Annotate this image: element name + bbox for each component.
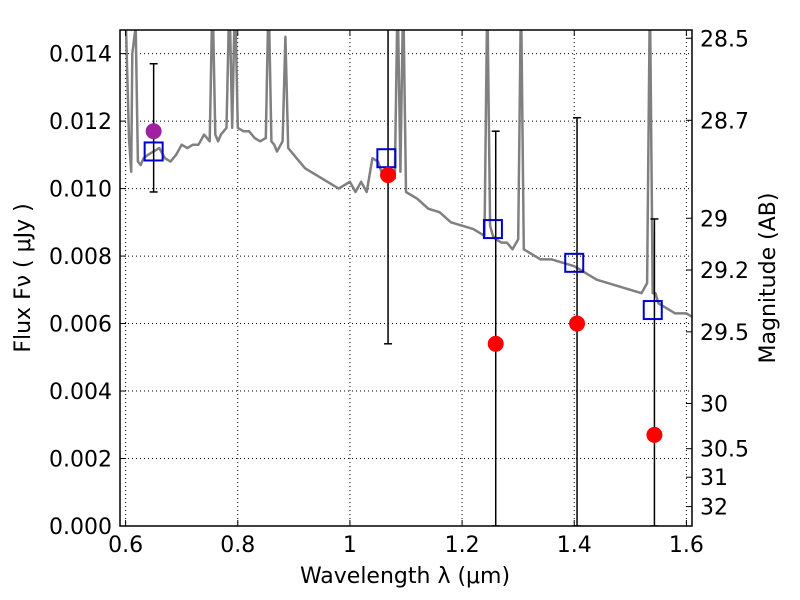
y-tick-label: 0.014: [49, 43, 112, 68]
measured-flux-point: [569, 315, 586, 332]
measured-flux-point: [646, 426, 663, 443]
right-tick-label: 30: [700, 392, 728, 417]
x-tick-label: 1.2: [445, 533, 480, 558]
right-tick-label: 28.5: [700, 27, 749, 52]
y-tick-label: 0.002: [49, 448, 112, 473]
right-tick-label: 28.7: [700, 109, 749, 134]
model-photometry-point: [642, 300, 663, 321]
plot-area: [119, 29, 693, 527]
y-tick-label: 0.008: [49, 245, 112, 270]
y-tick-label: 0.006: [49, 313, 112, 338]
y-tick-label: 0.000: [49, 515, 112, 540]
y-tick-label: 0.004: [49, 380, 112, 405]
right-axis-label: Magnitude (AB): [756, 193, 781, 364]
x-axis-ticks: 0.6 0.8 1 1.2 1.4 1.6: [108, 30, 704, 558]
model-photometry-point: [564, 252, 585, 273]
right-tick-label: 31: [700, 466, 728, 491]
spectrum-line: [124, 30, 692, 318]
right-tick-label: 29.5: [700, 321, 749, 346]
y-tick-label: 0.010: [49, 178, 112, 203]
x-axis-label: Wavelength λ (μm): [300, 564, 510, 589]
measured-flux-point: [487, 335, 504, 352]
measured-flux-point: [145, 123, 162, 140]
model-photometry-point: [482, 219, 503, 240]
model-photometry-point: [143, 141, 164, 162]
y-tick-label: 0.012: [49, 110, 112, 135]
measured-flux-point: [380, 167, 397, 184]
x-tick-label: 0.8: [220, 533, 255, 558]
y-axis-label: Flux Fν ( μJy ): [11, 203, 36, 352]
right-tick-label: 29: [700, 207, 728, 232]
right-axis-ticks: 28.5 28.7 29 29.2 29.5 30 30.5 31 32: [686, 27, 749, 521]
x-tick-label: 1: [343, 533, 357, 558]
grid: [120, 30, 692, 526]
axes-frame: [119, 29, 693, 527]
right-tick-label: 30.5: [700, 438, 749, 463]
x-tick-label: 0.6: [108, 533, 143, 558]
y-axis-ticks: 0.000 0.002 0.004 0.006 0.008 0.010 0.012 0.014: [49, 43, 126, 540]
data-series: [124, 30, 692, 526]
x-tick-label: 1.6: [669, 533, 704, 558]
model-photometry-point: [376, 148, 397, 169]
right-tick-label: 32: [700, 496, 728, 521]
x-tick-label: 1.4: [557, 533, 592, 558]
right-tick-label: 29.2: [700, 259, 749, 284]
